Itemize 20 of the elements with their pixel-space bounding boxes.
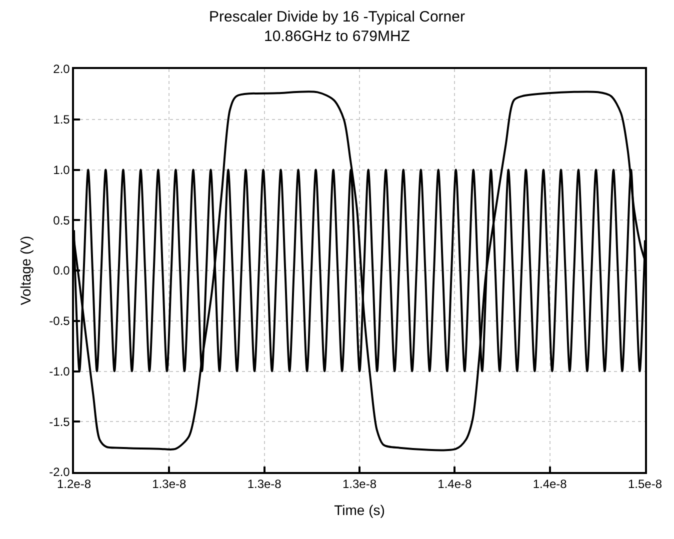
y-tick-label: 1.0 xyxy=(53,162,70,177)
x-axis-title: Time (s) xyxy=(334,502,385,518)
y-tick-label: -2.0 xyxy=(49,465,70,480)
chart-subtitle: 10.86GHz to 679MHZ xyxy=(264,28,410,46)
x-tick-label: 1.5e-8 xyxy=(628,477,662,492)
x-tick-label: 1.4e-8 xyxy=(532,477,568,492)
y-tick-label: 0.5 xyxy=(53,213,70,228)
y-tick-label: -1.0 xyxy=(49,364,70,378)
y-tick-label: 1.5 xyxy=(53,112,70,127)
x-tick-label: 1.3e-8 xyxy=(247,477,282,492)
chart-title: Prescaler Divide by 16 -Typical Corner xyxy=(209,8,465,26)
x-tick-label: 1.3e-8 xyxy=(152,477,187,492)
y-tick-label: 2.0 xyxy=(53,62,70,76)
x-tick-label: 1.2e-8 xyxy=(56,477,92,492)
y-tick-label: -1.5 xyxy=(49,414,70,429)
y-tick-label: 0.0 xyxy=(53,264,70,278)
y-tick-label: -0.5 xyxy=(49,314,70,328)
x-tick-label: 1.3e-8 xyxy=(342,477,377,492)
x-tick-label: 1.4e-8 xyxy=(438,477,472,492)
y-axis-title: Voltage (V) xyxy=(17,236,34,306)
